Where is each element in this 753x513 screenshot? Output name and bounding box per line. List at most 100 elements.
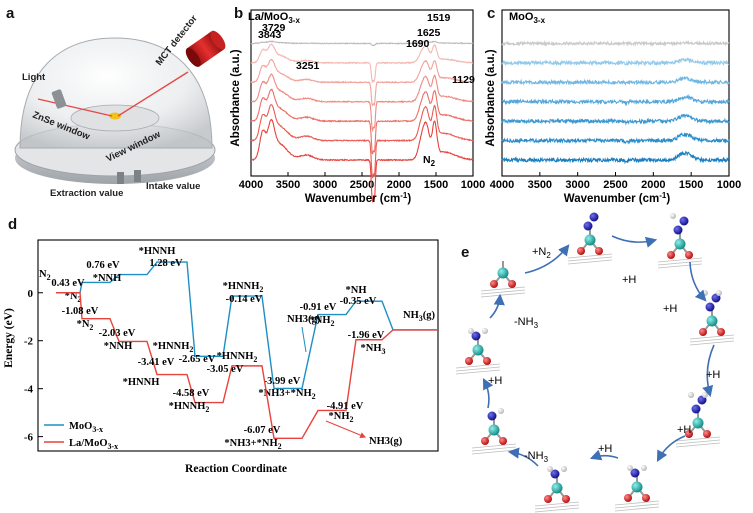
- panel-c-chart: c 4000 3500 3000 2500 2000 1500 1000 MoO3-x Ab…: [485, 5, 741, 205]
- slab-line: [675, 439, 721, 445]
- sample: [109, 112, 121, 120]
- mo-surface-slab: [675, 436, 721, 448]
- cycle-arrow-0: [524, 244, 570, 274]
- n-atom: [673, 225, 683, 235]
- chart-c-xlabel: Wavenumber (cm-1): [564, 191, 671, 205]
- chart-d-ylabel: Energy (eV): [3, 308, 15, 368]
- h-atom: [561, 466, 567, 472]
- step-label-6: -NH3: [524, 450, 549, 464]
- state-label: *HNNH: [123, 377, 160, 388]
- slab-line: [534, 501, 580, 507]
- slab-line: [471, 443, 517, 449]
- x-tick-label: 3500: [276, 179, 300, 191]
- slab-line: [657, 260, 703, 266]
- h-atom: [641, 465, 647, 471]
- panel-label-e: e: [461, 244, 469, 261]
- chart-c-title: MoO3-x: [509, 11, 546, 25]
- ir-beam-in: [37, 98, 113, 117]
- n-atom: [691, 404, 701, 414]
- legend-label-0: MoO3-x: [69, 421, 103, 434]
- o-atom: [685, 430, 693, 438]
- spectrum-line: [501, 132, 730, 145]
- step-label-3: +H: [706, 369, 720, 381]
- mo-atom: [706, 315, 718, 327]
- slab-line: [657, 257, 703, 263]
- slab-line: [614, 506, 660, 512]
- panel-d-chart: d 0 -2 -4 -6 N2 NH3(g) 0.43 eV *N2 0.76 eV *NNH 1.…: [3, 216, 439, 475]
- state-label: *N2: [77, 319, 94, 332]
- energy-value: -6.07 eV: [244, 425, 281, 436]
- slab-line: [614, 503, 660, 509]
- x-tick-label: 3500: [528, 179, 552, 191]
- slab-line: [455, 363, 501, 369]
- o-atom: [508, 280, 516, 288]
- state-label: *NH2: [310, 315, 335, 328]
- x-tick-label: 4000: [239, 179, 263, 191]
- energy-value: -2.03 eV: [99, 328, 136, 339]
- y-tick-label: 0: [28, 288, 34, 300]
- slab-line: [675, 436, 721, 442]
- energy-value: -4.58 eV: [173, 388, 210, 399]
- mo-surface-slab: [689, 334, 735, 346]
- slab-line: [567, 256, 613, 262]
- o-atom: [642, 494, 650, 502]
- spectrum-line: [501, 113, 730, 126]
- energy-value: -2.65 eV: [179, 354, 216, 365]
- o-atom: [699, 328, 707, 336]
- state-label: *HNNH: [139, 246, 176, 257]
- n-atom: [471, 331, 481, 341]
- chart-b-xlabel: Wavenumber (cm-1): [305, 191, 412, 205]
- slab-line: [657, 263, 703, 269]
- h-atom: [498, 408, 504, 414]
- slab-line: [534, 504, 580, 510]
- step-label-8: -NH3: [514, 316, 539, 330]
- h-atom: [670, 213, 676, 219]
- h-atom: [688, 392, 694, 398]
- h-atom: [468, 328, 474, 334]
- peak-label-3251: 3251: [296, 60, 320, 72]
- step-label-7: +H: [488, 375, 502, 387]
- peak-label-1690: 1690: [406, 38, 430, 50]
- extraction-valve-label: Extraction value: [50, 188, 123, 199]
- energy-value: -0.91 eV: [300, 302, 337, 313]
- n-atom: [550, 469, 560, 479]
- n-atom: [589, 212, 599, 222]
- mct-detector-cylinder: [185, 30, 226, 67]
- nh3g-side-blue: NH3(g): [287, 314, 321, 325]
- panel-label-c: c: [487, 5, 495, 22]
- state-label: *HNNH2: [217, 351, 258, 364]
- energy-value: -4.91 eV: [327, 401, 364, 412]
- y-tick-label: -4: [24, 384, 34, 396]
- mo-surface-slab: [657, 257, 703, 269]
- state-label: *NH: [346, 285, 367, 296]
- x-tick-label: 1000: [717, 179, 741, 191]
- slab-line: [455, 369, 501, 375]
- energy-path-1: [56, 292, 437, 439]
- slab-line: [689, 340, 735, 346]
- n-atom: [487, 411, 497, 421]
- spectrum-line: [250, 104, 474, 179]
- chart-c-ylabel: Absorbance (a.u.): [485, 49, 497, 146]
- spectrum-line: [501, 40, 730, 47]
- n-atom: [705, 302, 715, 312]
- energy-value: 0.76 eV: [86, 260, 120, 271]
- spectrum-line: [501, 57, 729, 67]
- slab-line: [675, 442, 721, 448]
- mo-surface-slab: [614, 500, 660, 512]
- o-atom: [685, 251, 693, 259]
- peak-label-1129: 1129: [452, 74, 475, 86]
- mo-atom: [551, 482, 563, 494]
- slab-line: [567, 259, 613, 265]
- plot-frame: [501, 9, 730, 177]
- energy-value: 0.43 eV: [51, 278, 85, 289]
- mo-surface-slab: [567, 253, 613, 265]
- spectrum-line: [250, 88, 474, 155]
- x-tick-label: 1500: [424, 179, 448, 191]
- slab-line: [689, 337, 735, 343]
- energy-value: -3.41 eV: [138, 357, 175, 368]
- chart-b-title: La/MoO3-x: [248, 11, 300, 25]
- energy-profile-plot: 0 -2 -4 -6 N2 NH3(g) 0.43 eV *N2 0.76 eV *NNH 1.28…: [24, 239, 439, 452]
- n-atom: [630, 468, 640, 478]
